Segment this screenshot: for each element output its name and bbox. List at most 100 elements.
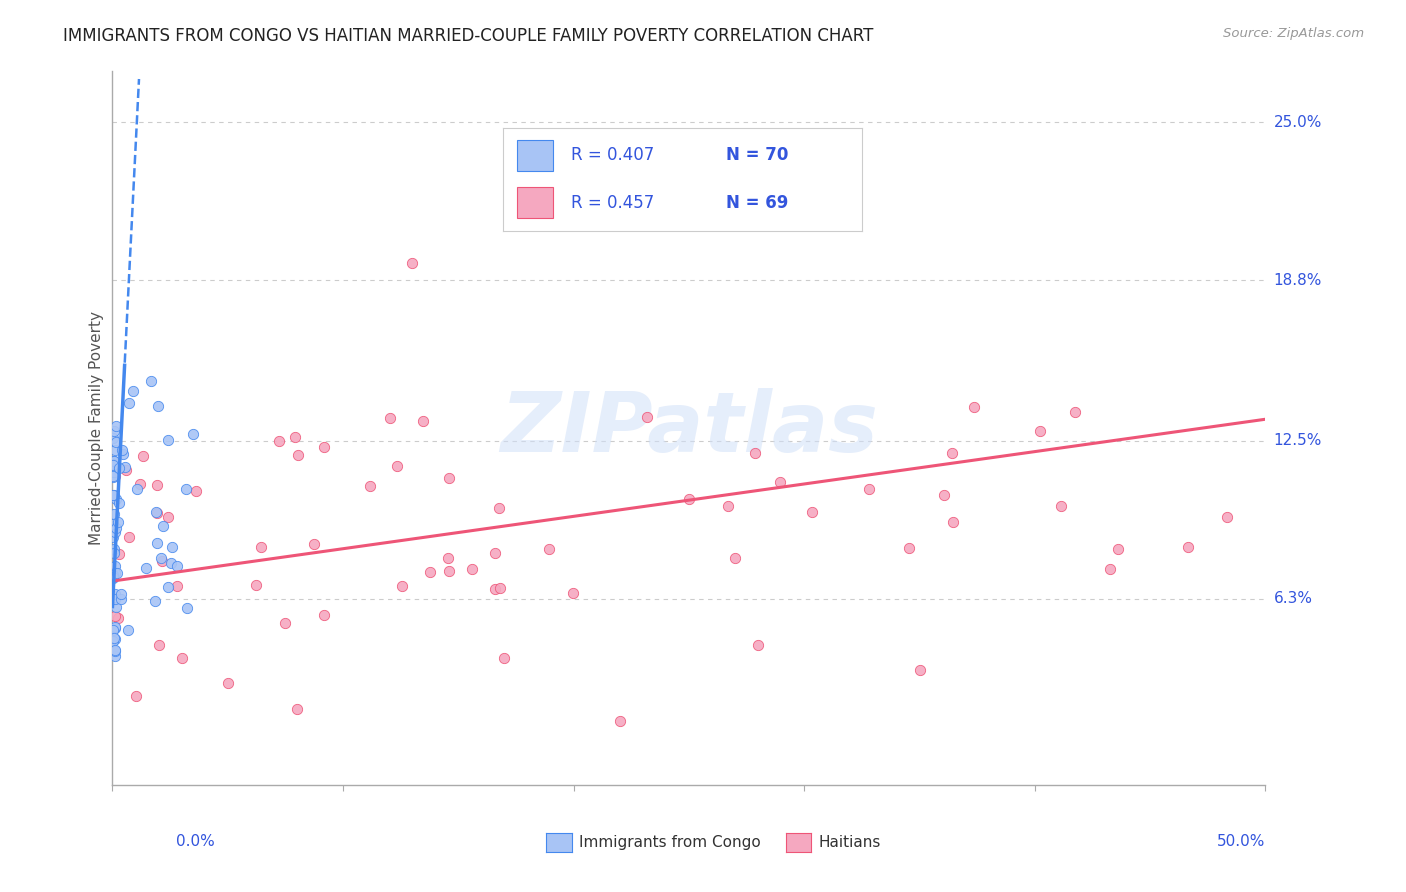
Point bbox=[103, 508, 125, 522]
Point bbox=[121, 384, 143, 398]
Point bbox=[103, 530, 125, 544]
Point bbox=[101, 570, 124, 584]
Point bbox=[150, 554, 173, 568]
Point bbox=[561, 585, 583, 599]
Point bbox=[103, 488, 125, 502]
Point bbox=[302, 536, 325, 550]
Point bbox=[104, 592, 127, 607]
Point bbox=[107, 547, 129, 561]
Point bbox=[103, 454, 125, 468]
Point bbox=[217, 676, 239, 690]
Point bbox=[118, 395, 141, 409]
Text: Haitians: Haitians bbox=[818, 835, 880, 850]
Point bbox=[494, 650, 516, 665]
Point bbox=[132, 449, 155, 463]
Point bbox=[744, 446, 766, 460]
Point bbox=[103, 442, 125, 457]
Point bbox=[1216, 510, 1239, 524]
Point bbox=[101, 488, 124, 502]
Point bbox=[436, 550, 458, 565]
Point bbox=[908, 663, 931, 677]
Point bbox=[312, 608, 335, 623]
Text: R = 0.407: R = 0.407 bbox=[571, 146, 654, 164]
Text: N = 69: N = 69 bbox=[725, 194, 787, 212]
Point bbox=[1063, 405, 1085, 419]
Point bbox=[166, 578, 188, 592]
Point bbox=[104, 620, 127, 634]
Point bbox=[285, 701, 308, 715]
Text: 25.0%: 25.0% bbox=[1274, 115, 1322, 130]
Point bbox=[249, 540, 271, 554]
Point bbox=[284, 430, 307, 444]
Text: Source: ZipAtlas.com: Source: ZipAtlas.com bbox=[1223, 27, 1364, 40]
Point bbox=[104, 491, 127, 506]
Point bbox=[484, 582, 506, 596]
Text: 50.0%: 50.0% bbox=[1218, 834, 1265, 849]
Point bbox=[401, 255, 423, 269]
Point bbox=[747, 638, 769, 652]
Point bbox=[107, 496, 129, 510]
Point bbox=[941, 445, 963, 459]
Point bbox=[103, 454, 125, 468]
Point bbox=[118, 530, 141, 544]
Point bbox=[103, 425, 125, 439]
Point bbox=[103, 457, 125, 471]
Point bbox=[101, 431, 124, 445]
Point bbox=[111, 447, 134, 461]
Point bbox=[104, 566, 127, 581]
Point bbox=[245, 578, 267, 592]
Point bbox=[717, 500, 740, 514]
Text: N = 70: N = 70 bbox=[725, 146, 787, 164]
Point bbox=[287, 448, 309, 462]
Point bbox=[636, 410, 658, 425]
Point bbox=[145, 506, 167, 520]
Text: Immigrants from Congo: Immigrants from Congo bbox=[579, 835, 761, 850]
Point bbox=[135, 561, 157, 575]
Point bbox=[101, 623, 124, 637]
Point bbox=[110, 592, 132, 607]
Point bbox=[184, 484, 207, 499]
Point bbox=[170, 650, 193, 665]
Point bbox=[104, 649, 127, 664]
Point bbox=[146, 478, 169, 492]
Point bbox=[145, 536, 167, 550]
Point bbox=[104, 599, 127, 614]
Text: 12.5%: 12.5% bbox=[1274, 434, 1322, 449]
Point bbox=[312, 440, 335, 454]
Point bbox=[104, 524, 127, 539]
Text: IMMIGRANTS FROM CONGO VS HAITIAN MARRIED-COUPLE FAMILY POVERTY CORRELATION CHART: IMMIGRANTS FROM CONGO VS HAITIAN MARRIED… bbox=[63, 27, 873, 45]
Text: 18.8%: 18.8% bbox=[1274, 273, 1322, 288]
Point bbox=[103, 541, 125, 556]
Point bbox=[104, 521, 127, 535]
Point bbox=[101, 458, 124, 472]
Point bbox=[115, 463, 138, 477]
Point bbox=[101, 470, 124, 484]
Point bbox=[150, 550, 173, 565]
Point bbox=[125, 482, 148, 496]
Point bbox=[117, 623, 139, 637]
Point bbox=[104, 621, 127, 635]
Point bbox=[724, 551, 747, 566]
Point bbox=[934, 488, 956, 502]
Point bbox=[609, 714, 631, 729]
Point bbox=[437, 471, 460, 485]
Point bbox=[378, 410, 401, 425]
Point bbox=[103, 631, 125, 645]
Point bbox=[104, 468, 127, 483]
Point bbox=[105, 435, 128, 450]
Point bbox=[103, 559, 125, 574]
Point bbox=[103, 465, 125, 479]
Point bbox=[101, 454, 124, 468]
Point bbox=[267, 434, 290, 449]
Point bbox=[110, 443, 132, 458]
Point bbox=[1099, 562, 1122, 576]
Text: 0.0%: 0.0% bbox=[176, 834, 215, 849]
Text: ZIPatlas: ZIPatlas bbox=[501, 388, 877, 468]
Point bbox=[107, 611, 129, 625]
Point bbox=[488, 581, 510, 595]
Point bbox=[108, 461, 131, 475]
Point bbox=[412, 414, 434, 428]
Point bbox=[156, 580, 179, 594]
Point bbox=[1177, 540, 1199, 554]
Point bbox=[103, 644, 125, 658]
